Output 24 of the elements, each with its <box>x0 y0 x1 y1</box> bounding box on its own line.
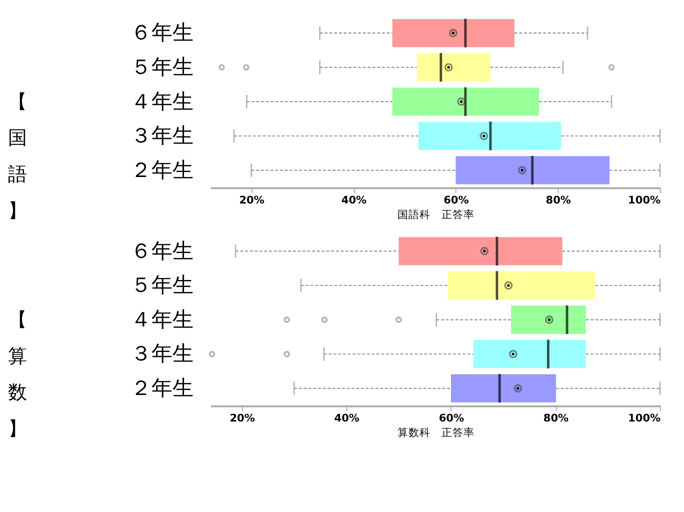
y-tick-label: ５年生 <box>130 272 194 298</box>
y-tick-label: ４年生 <box>130 88 194 114</box>
y-tick-label: ４年生 <box>130 306 194 332</box>
y-tick-label: ６年生 <box>130 20 194 45</box>
y-tick-label: ６年生 <box>130 238 194 263</box>
x-tick-label: 20% <box>239 194 265 207</box>
x-tick-label: 100% <box>628 194 662 207</box>
y-tick-label: ２年生 <box>130 156 194 182</box>
x-tick-label: 20% <box>230 412 256 425</box>
y-tick-label: ２年生 <box>130 375 194 400</box>
y-axis-title: 【算数】 <box>8 308 28 440</box>
x-tick-label: 100% <box>628 412 662 425</box>
x-tick-label: 60% <box>438 412 464 425</box>
y-tick-label: ３年生 <box>130 340 194 366</box>
x-tick-label: 60% <box>444 194 470 207</box>
x-tick-label: 40% <box>341 194 368 207</box>
y-axis-title: 【国語】 <box>8 90 28 222</box>
x-tick-label: 80% <box>546 194 572 207</box>
y-tick-label: ３年生 <box>130 122 194 148</box>
y-tick-label: ５年生 <box>130 54 194 80</box>
x-tick-label: 40% <box>334 412 360 425</box>
x-tick-label: 80% <box>543 412 570 425</box>
x-axis-title: 算数科 正答率 <box>397 426 474 439</box>
x-axis-title: 国語科 正答率 <box>397 208 474 221</box>
